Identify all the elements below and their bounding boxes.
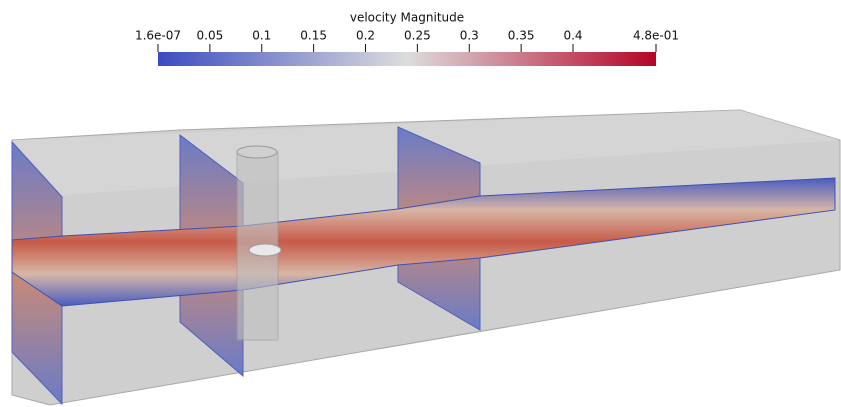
tick-label: 0.25: [404, 29, 431, 43]
tick-label: 1.6e-07: [135, 29, 181, 43]
domain-box: [11, 109, 841, 406]
colorbar-title: velocity Magnitude: [350, 11, 464, 25]
tick-label: 0.15: [300, 29, 327, 43]
tick-label: 0.2: [356, 29, 375, 43]
cylinder-section: [248, 243, 282, 257]
colorbar: [158, 52, 656, 66]
tick-label: 0.35: [508, 29, 535, 43]
tick-label: 0.4: [563, 29, 582, 43]
tick-label: 0.1: [252, 29, 271, 43]
tick-label: 4.8e-01: [633, 29, 679, 43]
cylinder-top: [236, 145, 278, 159]
tick-label: 0.05: [197, 29, 224, 43]
tick-label: 0.3: [460, 29, 479, 43]
color-legend: velocity Magnitude 1.6e-07 0.05 0.1 0.15 0.2…: [135, 11, 679, 66]
